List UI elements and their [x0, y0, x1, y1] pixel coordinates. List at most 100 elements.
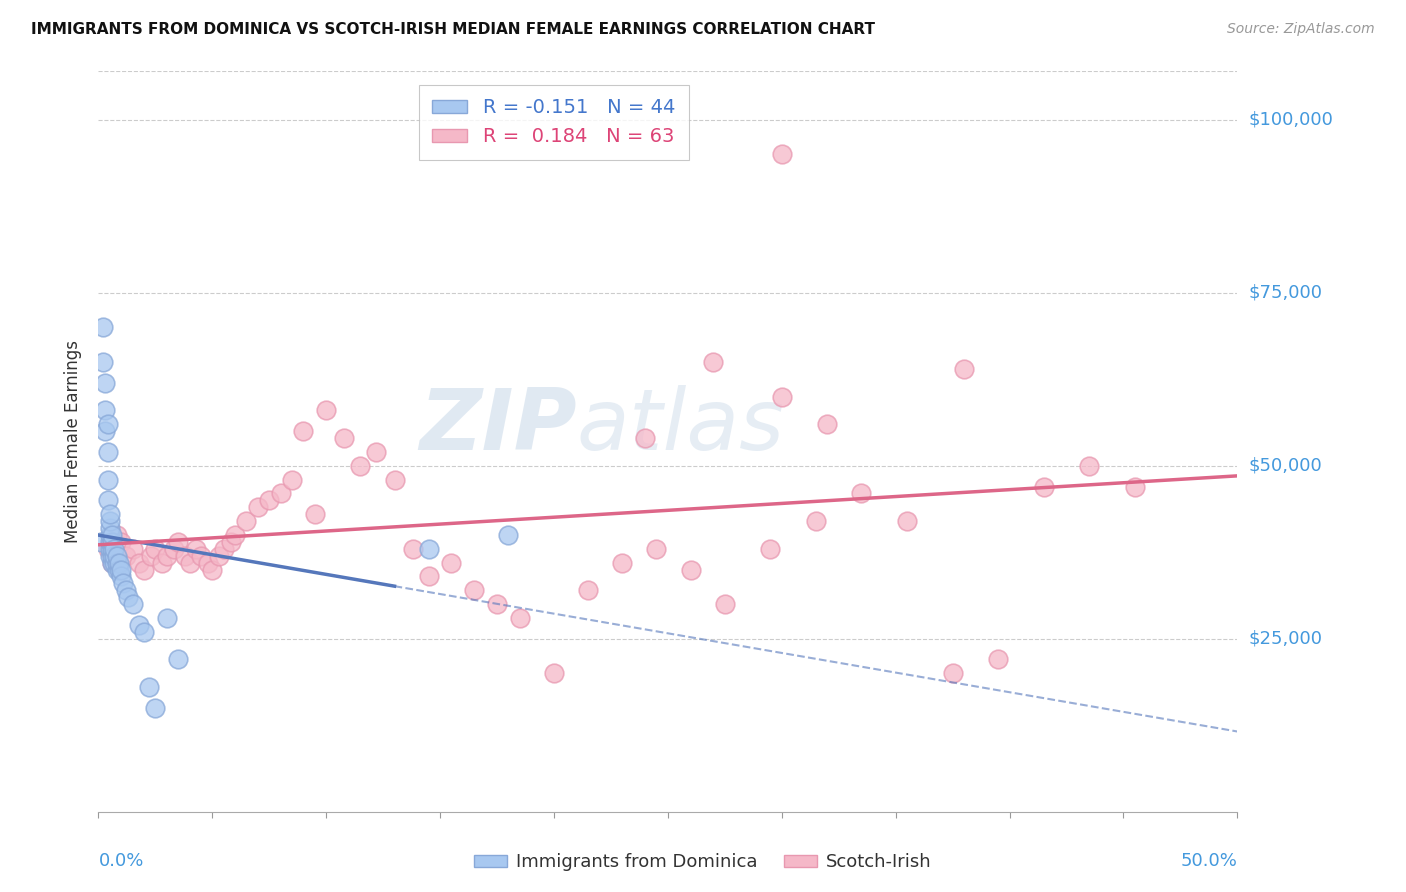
Point [770, 390, 793, 404]
Point [98, 534, 121, 549]
Point [366, 445, 388, 459]
Point [105, 528, 128, 542]
Point [96, 541, 118, 556]
Point [132, 563, 155, 577]
Point [101, 541, 124, 556]
Point [96, 493, 118, 508]
Text: Source: ZipAtlas.com: Source: ZipAtlas.com [1227, 22, 1375, 37]
Point [304, 507, 326, 521]
Point [679, 563, 702, 577]
Point [167, 534, 190, 549]
Point [162, 541, 184, 556]
Point [281, 473, 304, 487]
Legend: Immigrants from Dominica, Scotch-Irish: Immigrants from Dominica, Scotch-Irish [467, 847, 939, 879]
Point [132, 624, 155, 639]
Point [315, 403, 337, 417]
Point [145, 701, 167, 715]
Point [98, 549, 121, 563]
Point [105, 563, 128, 577]
Point [259, 493, 281, 508]
Legend: R = -0.151   N = 44, R =  0.184   N = 63: R = -0.151 N = 44, R = 0.184 N = 63 [419, 85, 689, 160]
Text: $50,000: $50,000 [1249, 457, 1322, 475]
Point [576, 583, 599, 598]
Point [121, 541, 143, 556]
Text: IMMIGRANTS FROM DOMINICA VS SCOTCH-IRISH MEDIAN FEMALE EARNINGS CORRELATION CHAR: IMMIGRANTS FROM DOMINICA VS SCOTCH-IRISH… [31, 22, 875, 37]
Point [145, 541, 167, 556]
Point [138, 680, 160, 694]
Point [486, 597, 509, 611]
Point [942, 666, 965, 681]
Point [105, 556, 128, 570]
Point [98, 521, 121, 535]
Point [110, 534, 132, 549]
Point [543, 666, 565, 681]
Point [156, 549, 179, 563]
Point [94, 424, 117, 438]
Point [224, 528, 246, 542]
Text: 0.0%: 0.0% [98, 853, 143, 871]
Point [759, 541, 782, 556]
Point [333, 431, 356, 445]
Point [128, 556, 150, 570]
Text: 50.0%: 50.0% [1181, 853, 1237, 871]
Point [94, 403, 117, 417]
Point [174, 549, 197, 563]
Point [953, 362, 976, 376]
Point [114, 549, 136, 563]
Point [101, 549, 124, 563]
Point [101, 528, 124, 542]
Point [418, 569, 440, 583]
Point [96, 445, 118, 459]
Point [103, 556, 125, 570]
Point [384, 473, 406, 487]
Point [114, 583, 136, 598]
Point [197, 556, 219, 570]
Point [987, 652, 1010, 666]
Point [645, 541, 668, 556]
Point [896, 514, 918, 528]
Point [98, 507, 121, 521]
Point [418, 541, 440, 556]
Text: $25,000: $25,000 [1249, 630, 1323, 648]
Point [190, 549, 212, 563]
Point [150, 556, 173, 570]
Point [270, 486, 292, 500]
Point [440, 556, 463, 570]
Point [1078, 458, 1101, 473]
Point [156, 611, 179, 625]
Point [219, 534, 242, 549]
Point [1123, 479, 1146, 493]
Point [167, 652, 190, 666]
Point [498, 528, 520, 542]
Point [246, 500, 269, 515]
Text: ZIP: ZIP [419, 385, 576, 468]
Point [851, 486, 873, 500]
Point [201, 563, 224, 577]
Point [110, 569, 132, 583]
Point [292, 424, 315, 438]
Point [105, 549, 128, 563]
Point [103, 549, 125, 563]
Point [235, 514, 257, 528]
Point [110, 563, 132, 577]
Point [815, 417, 838, 432]
Point [128, 618, 150, 632]
Point [1032, 479, 1054, 493]
Point [103, 541, 125, 556]
Point [714, 597, 737, 611]
Point [108, 556, 131, 570]
Point [179, 556, 201, 570]
Point [463, 583, 485, 598]
Point [98, 528, 121, 542]
Point [804, 514, 827, 528]
Text: $75,000: $75,000 [1249, 284, 1323, 301]
Point [770, 147, 793, 161]
Point [121, 597, 143, 611]
Point [108, 563, 131, 577]
Text: $100,000: $100,000 [1249, 111, 1333, 128]
Y-axis label: Median Female Earnings: Median Female Earnings [65, 340, 83, 543]
Point [101, 556, 124, 570]
Point [212, 541, 235, 556]
Point [90, 534, 112, 549]
Point [139, 549, 162, 563]
